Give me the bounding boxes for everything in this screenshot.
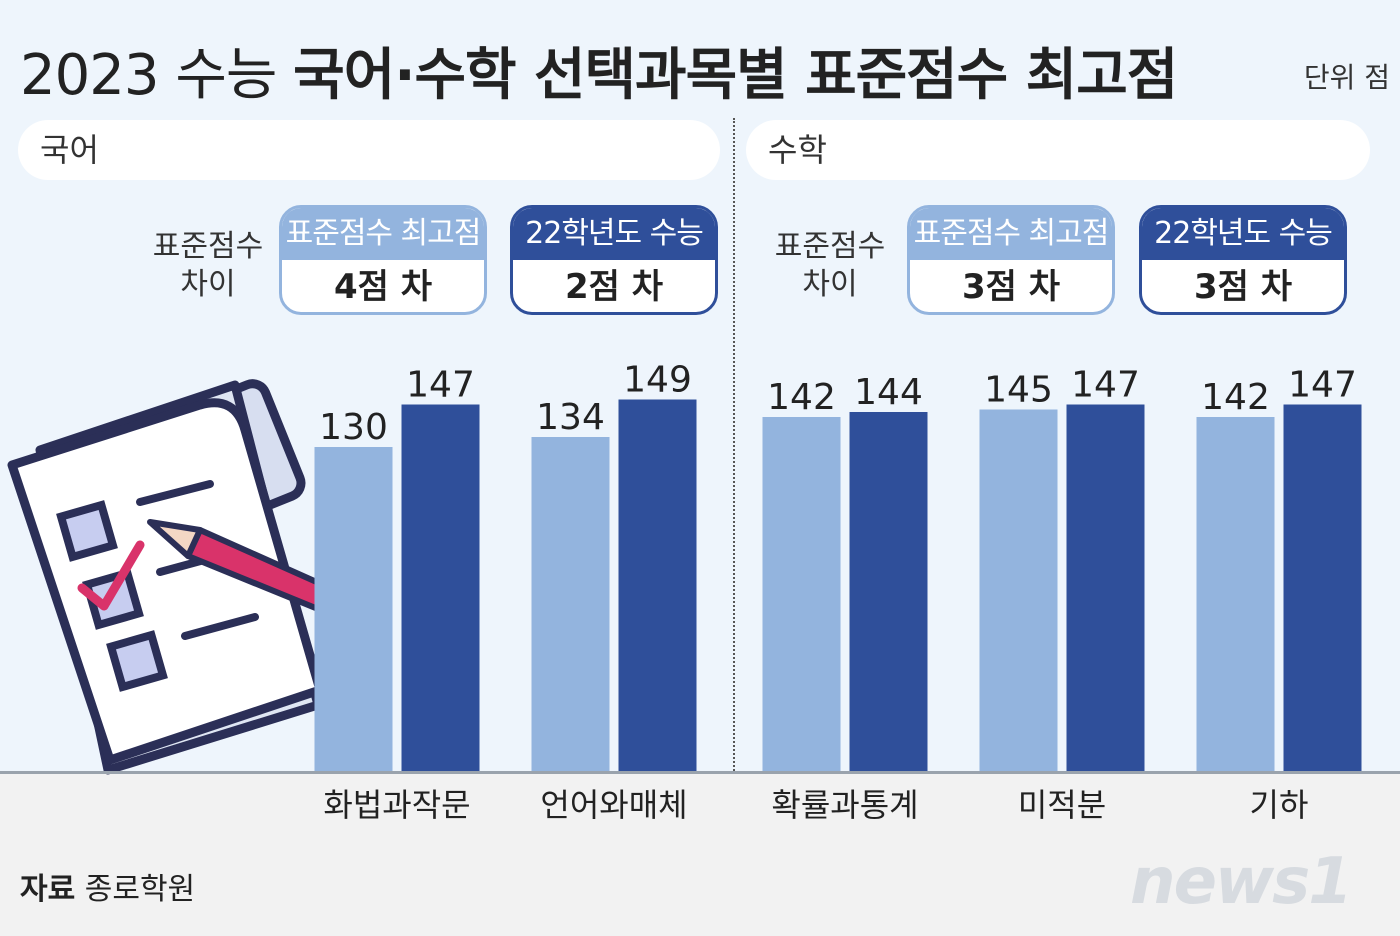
bar-확률과통계-light (762, 417, 841, 772)
bar-확률과통계-dark (849, 412, 928, 772)
data-label: 142 (1201, 377, 1270, 418)
category-label: 화법과작문 (323, 786, 470, 824)
panel-header-math: 수학 (746, 120, 1370, 180)
category-label: 확률과통계 (771, 786, 918, 824)
data-label: 142 (767, 377, 836, 418)
bar-미적분-dark (1066, 404, 1145, 772)
pill-header: 표준점수 최고점 (282, 208, 484, 260)
data-label: 144 (854, 372, 923, 413)
pill-value: 3점 차 (961, 267, 1061, 307)
bar-기하-dark (1283, 404, 1362, 772)
category-label: 미적분 (1018, 786, 1106, 824)
pill-header: 22학년도 수능 (1142, 208, 1344, 260)
data-label: 147 (406, 365, 475, 406)
data-label: 147 (1288, 365, 1357, 406)
pill-header: 22학년도 수능 (513, 208, 715, 260)
bar-화법과작문-light (314, 447, 393, 772)
bar-미적분-light (979, 409, 1058, 772)
diff-label-korean: 표준점수 차이 (152, 229, 264, 302)
diff-pill-korean-prev: 22학년도 수능 2점 차 (510, 205, 718, 315)
unit-label: 단위 점 (1303, 61, 1390, 94)
footer-band (0, 774, 1400, 936)
bar-언어와매체-light (531, 437, 610, 772)
page-title: 2023 수능 국어·수학 선택과목별 표준점수 최고점 (20, 43, 1178, 108)
news1-logo: news1 (1130, 845, 1353, 919)
data-label: 134 (536, 397, 605, 438)
axis-baseline (0, 771, 1400, 774)
diff-label-math: 표준점수 차이 (774, 229, 886, 302)
data-label: 130 (319, 407, 388, 448)
pill-header: 표준점수 최고점 (910, 208, 1112, 260)
data-label: 149 (623, 360, 692, 401)
data-label: 145 (984, 370, 1053, 411)
diff-pill-math-prev: 22학년도 수능 3점 차 (1139, 205, 1347, 315)
pill-value: 3점 차 (1193, 267, 1293, 307)
bar-언어와매체-dark (618, 399, 697, 772)
pill-value: 4점 차 (333, 267, 433, 307)
category-label: 언어와매체 (540, 786, 687, 824)
panel-divider (733, 118, 735, 774)
category-label: 기하 (1250, 786, 1309, 824)
panel-header-korean: 국어 (18, 120, 720, 180)
diff-pill-math-max: 표준점수 최고점 3점 차 (907, 205, 1115, 315)
data-label: 147 (1071, 365, 1140, 406)
source-label: 자료 종로학원 (20, 872, 196, 907)
diff-pill-korean-max: 표준점수 최고점 4점 차 (279, 205, 487, 315)
checklist-illustration-icon (7, 379, 351, 775)
bar-기하-light (1196, 417, 1275, 772)
bar-화법과작문-dark (401, 404, 480, 772)
pill-value: 2점 차 (564, 267, 664, 307)
